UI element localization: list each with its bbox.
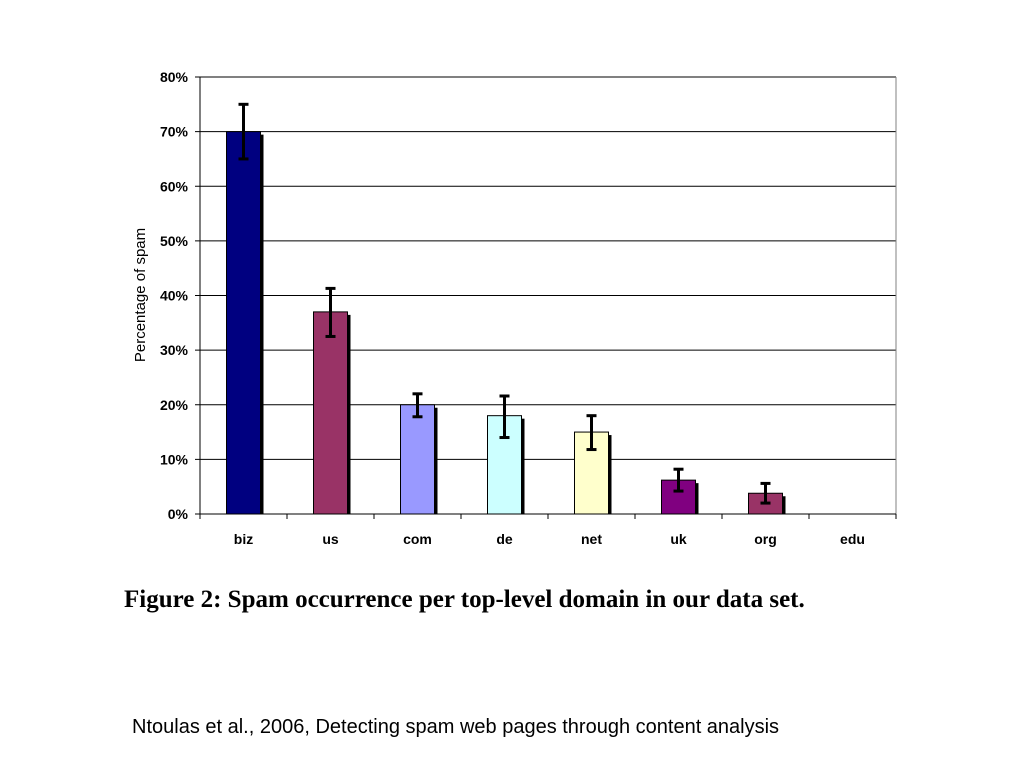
y-tick-label: 40% [160,288,189,304]
y-tick-label: 60% [160,178,189,194]
y-tick-labels: 0% 10% 20% 30% 40% 50% 60% 70% 80% [160,69,189,522]
x-tick-label: net [581,531,602,547]
bar-biz [226,131,261,515]
y-tick-label: 80% [160,69,189,85]
citation: Ntoulas et al., 2006, Detecting spam web… [132,716,780,738]
axes [195,76,897,519]
x-tick-labels: biz us com de net uk org edu [234,531,865,547]
y-axis-label: Percentage of spam [132,228,149,362]
x-tick-label: edu [840,531,865,547]
y-tick-label: 30% [160,342,189,358]
gridlines [200,76,896,460]
y-tick-label: 10% [160,451,189,467]
y-tick-label: 70% [160,124,189,140]
bar-chart: 0% 10% 20% 30% 40% 50% 60% 70% 80% biz us com de net… [132,69,897,547]
error-bars [238,102,771,505]
x-tick-label: uk [670,531,687,547]
x-tick-label: biz [234,531,253,547]
figure-caption: Figure 2: Spam occurrence per top-level … [124,586,805,613]
x-tick-label: com [403,531,432,547]
bars [226,131,786,515]
x-tick-label: de [496,531,513,547]
bar-us [313,311,348,515]
y-tick-label: 50% [160,233,189,249]
x-tick-label: org [754,531,777,547]
bar-com [400,404,435,515]
y-tick-label: 0% [168,506,189,522]
y-tick-label: 20% [160,397,189,413]
x-tick-label: us [322,531,339,547]
